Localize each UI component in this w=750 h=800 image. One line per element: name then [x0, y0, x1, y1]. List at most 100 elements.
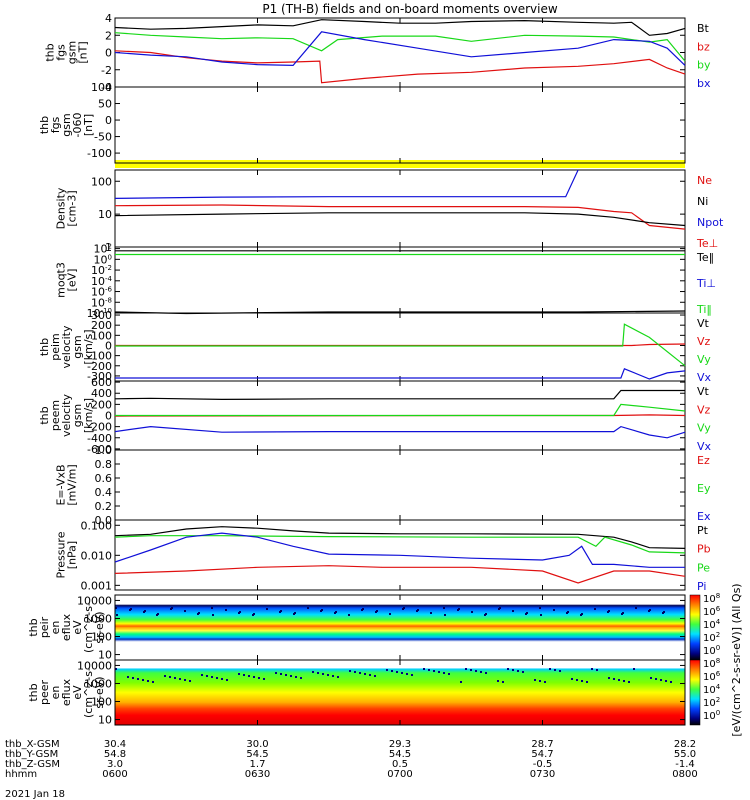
speckle: [596, 669, 598, 671]
speckle: [544, 681, 546, 683]
speckle: [253, 613, 255, 615]
y-axis-label: gsm: [66, 41, 79, 64]
ephemeris-table: thb_X-GSM 30.4 30.0 29.3 28.7 28.2 thb_Y-GSM 54…: [5, 739, 698, 780]
colorbar-tick: 106: [703, 605, 721, 618]
colorbar-tick: 102: [703, 631, 720, 644]
legend-entry: Vz: [697, 335, 711, 348]
series-Bt: [114, 19, 686, 36]
y-tick-label: 4: [105, 12, 112, 25]
ephemeris-label: thb_Y-GSM: [5, 749, 58, 760]
tick-exponent: 6: [716, 670, 721, 678]
tick-exponent: 2: [716, 631, 720, 639]
speckle: [428, 669, 430, 671]
tick-exponent: 4: [716, 618, 721, 626]
y-axis-label: [mV/m]: [66, 464, 79, 505]
y-axis-label: fgs: [55, 44, 68, 61]
speckle: [201, 674, 203, 676]
tick-exponent: 8: [716, 592, 720, 600]
panel-8: 0.100 0.010 0.001 Pressure[nPa] Pt Pb Pe Pi: [55, 519, 711, 593]
y-axis-label: [nT]: [82, 114, 95, 136]
series-Npot: [114, 169, 579, 199]
speckle: [198, 612, 200, 614]
ephemeris-label: thb_X-GSM: [5, 739, 60, 750]
y-axis-label: [eV]: [66, 269, 79, 292]
speckle: [635, 607, 637, 609]
y-tick-label: -4: [101, 81, 112, 94]
y-axis-label: eV: [71, 685, 84, 700]
y-axis-label: [nPa]: [66, 541, 79, 569]
speckle: [164, 675, 166, 677]
speckle: [212, 614, 214, 616]
y-axis-label: peer: [38, 680, 51, 706]
y-axis-label: thb: [27, 618, 40, 636]
y-axis-label: E=-VxB: [55, 464, 68, 505]
colorbar-strip: [689, 594, 701, 661]
ephemeris-value: 0630: [245, 769, 270, 780]
panels: 420-2-4thbfgsgsm[nT]Btbzbybx100500-50-10…: [27, 12, 724, 727]
speckle: [471, 611, 473, 613]
y-axis-label: en: [49, 686, 62, 700]
y-tick-label: 200: [91, 319, 112, 332]
y-tick-label: 10: [98, 714, 112, 727]
colorbar-tick: 102: [703, 696, 720, 709]
speckle: [594, 608, 596, 610]
speckle: [522, 671, 524, 673]
ephemeris-value: 28.2: [674, 739, 696, 750]
legend-entry: Pb: [697, 543, 711, 556]
tick-exponent: -10: [101, 307, 112, 315]
legend-entry: Vx: [697, 440, 712, 453]
speckle: [534, 679, 536, 681]
y-tick-label: -600: [87, 443, 112, 456]
speckle: [485, 672, 487, 674]
legend-entry: Vt: [697, 385, 710, 398]
speckle: [554, 669, 556, 671]
speckle: [189, 680, 191, 682]
series-Pe: [114, 535, 686, 554]
ephemeris-value: 0800: [672, 769, 697, 780]
speckle: [438, 671, 440, 673]
speckle: [581, 680, 583, 682]
y-tick-label: 0: [105, 47, 112, 60]
legend-entry: Vz: [697, 403, 711, 416]
speckle: [266, 608, 268, 610]
speckle: [171, 607, 173, 609]
panel-frame: [114, 246, 686, 314]
tick-exponent: 0: [716, 709, 720, 717]
y-axis-label: eflux: [60, 613, 73, 641]
speckle: [633, 668, 635, 670]
legend-entry: Vt: [697, 317, 710, 330]
speckle: [475, 670, 477, 672]
speckle: [239, 611, 241, 613]
y-tick-label: 0: [105, 114, 112, 127]
legend-entry: Vy: [697, 422, 711, 435]
y-tick-label: 0.4: [95, 486, 113, 499]
panel-3: 100 10 1 Density[cm-3] Ne Ni Npot Te⊥: [55, 169, 724, 254]
y-axis-label: eV: [71, 620, 84, 635]
spectrogram-image: [115, 660, 685, 725]
speckle: [115, 607, 117, 609]
speckle: [211, 676, 213, 678]
speckle: [663, 611, 665, 613]
speckle: [571, 678, 573, 680]
spectrogram-image: [115, 595, 685, 660]
speckle: [184, 679, 186, 681]
speckle: [401, 672, 403, 674]
tick-exponent: 6: [716, 605, 721, 613]
y-tick-label: 0.001: [81, 579, 113, 592]
speckle: [248, 675, 250, 677]
speckle: [258, 677, 260, 679]
y-axis-label: thb: [38, 338, 51, 356]
ephemeris-value: 0600: [102, 769, 127, 780]
panel-4: 10210010-210-410-610-810-10moqt3[eV]Te‖T…: [55, 243, 717, 320]
series-Ni: [114, 212, 686, 227]
y-tick-label: 10: [98, 208, 112, 221]
speckle: [321, 609, 323, 611]
speckle: [144, 610, 146, 612]
speckle: [539, 607, 541, 609]
speckle: [406, 673, 408, 675]
speckle: [253, 676, 255, 678]
speckle: [430, 612, 432, 614]
speckle: [448, 673, 450, 675]
